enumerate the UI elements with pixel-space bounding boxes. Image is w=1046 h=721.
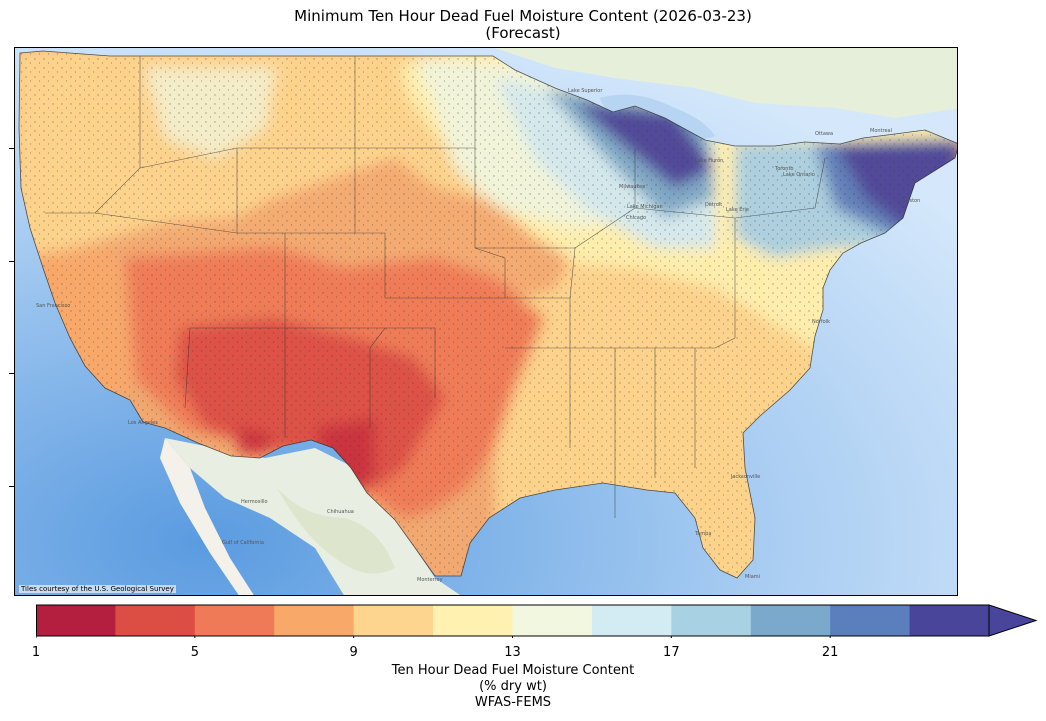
svg-text:Jacksonville: Jacksonville [730, 474, 760, 480]
tile-credit: Tiles courtesy of the U.S. Geological Su… [19, 585, 176, 593]
svg-text:Boston: Boston [903, 198, 920, 204]
canada-land [15, 48, 957, 118]
svg-text:Chihuahua: Chihuahua [327, 509, 354, 515]
colorbar-bin [353, 605, 434, 636]
svg-text:Miami: Miami [745, 574, 760, 580]
colorbar-tick-label: 13 [504, 645, 521, 660]
colorbar [36, 604, 1038, 638]
map-title: Minimum Ten Hour Dead Fuel Moisture Cont… [294, 7, 752, 25]
colorbar-bin [274, 605, 355, 636]
colorbar-bin [750, 605, 831, 636]
y-axis-tick [9, 148, 14, 149]
svg-text:Norfolk: Norfolk [812, 319, 830, 325]
svg-text:Lake Michigan: Lake Michigan [627, 204, 663, 210]
svg-text:Lake Erie: Lake Erie [726, 207, 749, 213]
svg-text:Ottawa: Ottawa [815, 131, 833, 137]
svg-text:Lake Superior: Lake Superior [568, 88, 603, 94]
map-canvas: Lake Superior Lake Michigan Lake Huron L… [15, 48, 957, 595]
svg-text:Toronto: Toronto [774, 166, 793, 172]
y-axis-tick [9, 261, 14, 262]
fuel-moisture-map: Lake Superior Lake Michigan Lake Huron L… [14, 47, 958, 596]
colorbar-units: (% dry wt) [479, 679, 547, 694]
colorbar-bin [671, 605, 752, 636]
colorbar-bin [830, 605, 911, 636]
colorbar-extend-arrow [988, 604, 1038, 637]
colorbar-tick-label: 9 [349, 645, 358, 660]
colorbar-bin [591, 605, 672, 636]
mexico-terrain [277, 488, 395, 574]
svg-text:Los Angeles: Los Angeles [128, 420, 158, 426]
state-boundaries [18, 50, 957, 579]
baja-california [160, 438, 254, 595]
colorbar-bin [433, 605, 513, 636]
svg-text:Chicago: Chicago [626, 215, 646, 221]
map-subtitle: (Forecast) [485, 24, 561, 42]
colorbar-tick-label: 1 [31, 645, 41, 660]
svg-text:San Francisco: San Francisco [36, 303, 70, 309]
svg-text:Detroit: Detroit [705, 202, 722, 208]
colorbar-bin [36, 605, 116, 636]
y-axis-tick [9, 373, 14, 374]
colorbar-bin [909, 605, 990, 636]
colorbar-bin [194, 605, 275, 636]
svg-text:Monterrey: Monterrey [417, 577, 443, 583]
colorbar-tick-label: 17 [663, 645, 680, 660]
y-axis-tick [9, 486, 14, 487]
colorbar-bin [512, 605, 593, 636]
svg-text:Lake Huron: Lake Huron [695, 158, 723, 164]
moisture-field [19, 51, 957, 578]
colorbar-tick-label: 21 [821, 645, 839, 660]
svg-text:Gulf of California: Gulf of California [222, 540, 264, 546]
colorbar-label: Ten Hour Dead Fuel Moisture Content [391, 663, 635, 678]
svg-text:Hermosillo: Hermosillo [241, 499, 268, 505]
colorbar-bin [115, 605, 196, 636]
colorbar-tick-label: 5 [190, 645, 199, 660]
svg-text:Montreal: Montreal [870, 128, 892, 134]
svg-text:Milwaukee: Milwaukee [619, 184, 645, 190]
data-source: WFAS-FEMS [474, 695, 552, 710]
svg-text:Tampa: Tampa [694, 531, 711, 537]
place-labels: Lake Superior Lake Michigan Lake Huron L… [36, 88, 920, 583]
svg-text:Lake Ontario: Lake Ontario [783, 172, 815, 178]
